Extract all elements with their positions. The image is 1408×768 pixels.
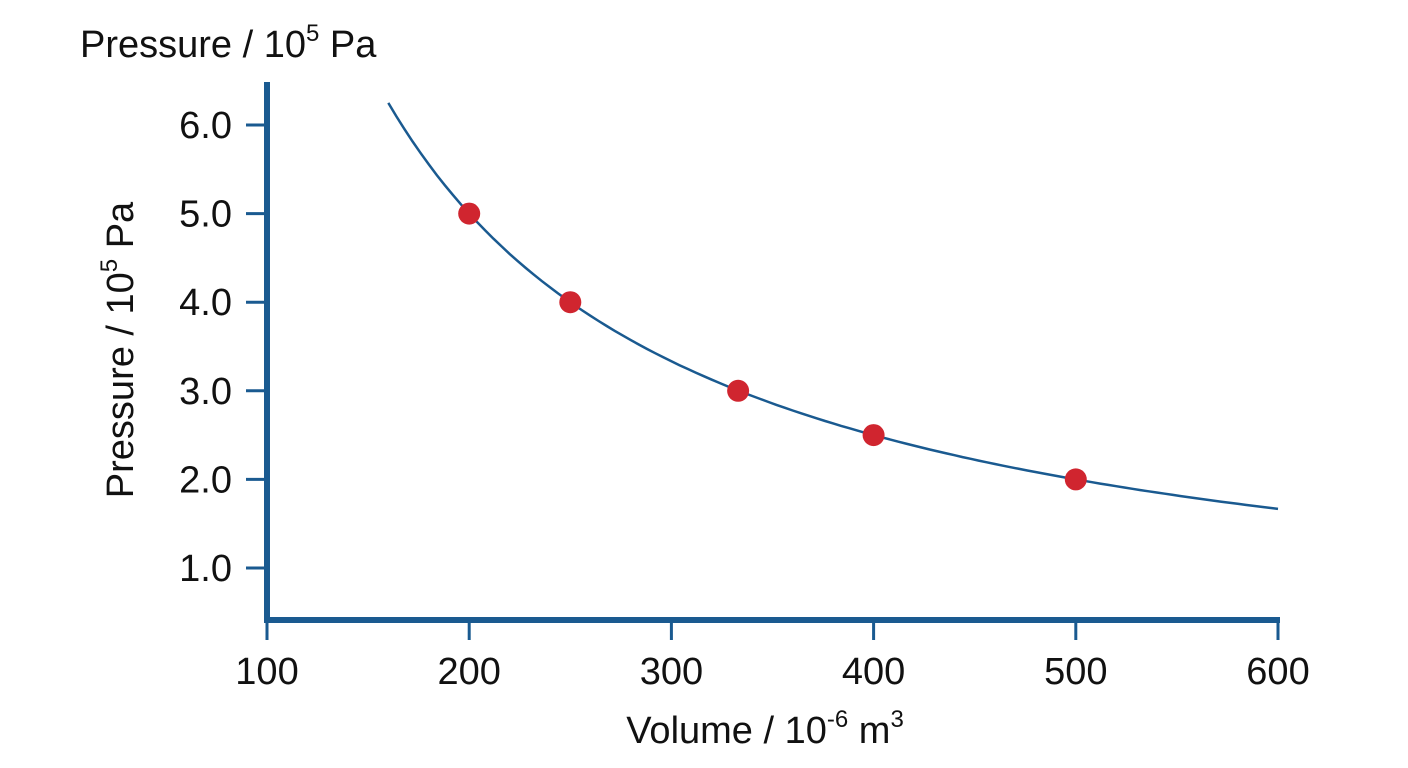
y-tick-label: 4.0: [179, 282, 232, 324]
x-axis-title-sup: -6: [827, 706, 848, 733]
x-tick-label: 400: [842, 651, 905, 693]
y-tick-label: 2.0: [179, 459, 232, 501]
x-axis-title-mid: m: [848, 710, 890, 752]
y-tick-label: 5.0: [179, 194, 232, 236]
y-axis-title: Pressure / 105 Pa: [96, 201, 142, 498]
x-axis-title-main: Volume / 10: [626, 710, 827, 752]
axes: [264, 82, 1280, 623]
data-point: [862, 424, 885, 447]
x-tick-label: 600: [1246, 651, 1309, 693]
y-tick-label: 3.0: [179, 371, 232, 413]
fit-curve-line: [387, 102, 1279, 511]
x-axis-title: Volume / 10-6 m3: [626, 706, 904, 752]
axis-ticks: 1.0 2.0 3.0 4.0 5.0 6.0 100 200 300 400 500 600: [179, 105, 1310, 693]
top-axis-title-tail: Pa: [319, 24, 377, 66]
y-tick-label: 1.0: [179, 548, 232, 590]
data-point: [727, 379, 750, 402]
x-tick-label: 300: [640, 651, 703, 693]
top-axis-title-sup: 5: [306, 20, 319, 47]
data-point: [458, 202, 481, 225]
top-axis-title-main: Pressure / 10: [80, 24, 306, 66]
y-axis-title-sup: 5: [96, 259, 123, 272]
x-axis-title-sup2: 3: [890, 706, 903, 733]
plot-area: [387, 102, 1279, 511]
y-axis-title-tail: Pa: [100, 201, 142, 259]
y-axis-title-main: Pressure / 10: [100, 272, 142, 498]
x-tick-label: 100: [235, 651, 298, 693]
x-tick-label: 500: [1044, 651, 1107, 693]
x-tick-label: 200: [437, 651, 500, 693]
y-tick-label: 6.0: [179, 105, 232, 147]
data-point: [559, 291, 582, 314]
top-axis-title: Pressure / 105 Pa: [80, 20, 377, 66]
data-point: [1064, 468, 1087, 491]
